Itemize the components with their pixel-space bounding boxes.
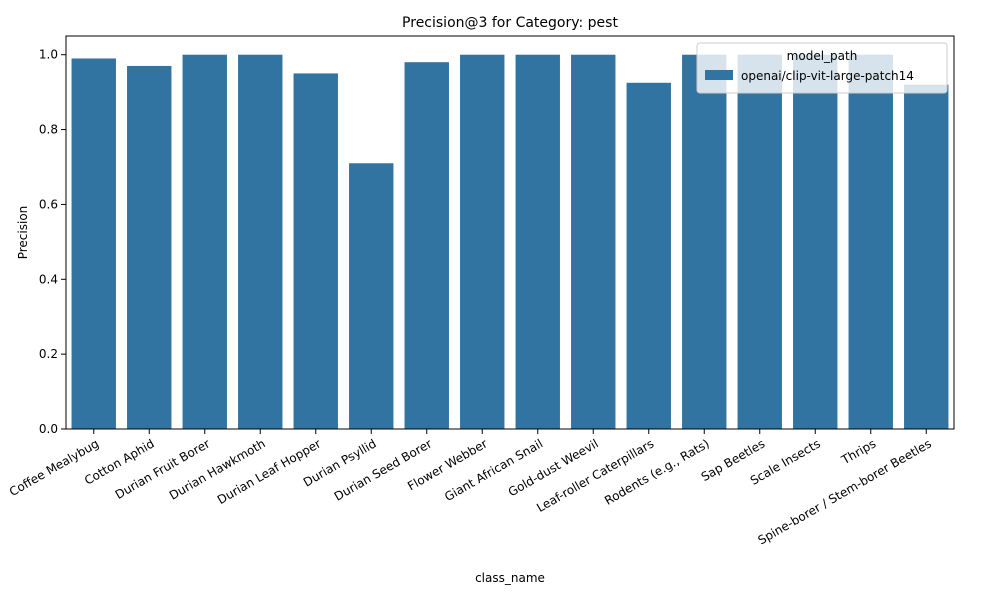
y-axis: 0.0 0.2 0.4 0.6 0.8 1.0: [39, 48, 66, 436]
bar: [793, 54, 838, 429]
bar: [515, 54, 560, 429]
bars-group: [71, 54, 949, 430]
legend-title: model_path: [787, 49, 858, 63]
y-tick-label: 0.4: [39, 272, 58, 286]
bar: [682, 54, 727, 429]
y-tick-label: 0.8: [39, 123, 58, 137]
x-tick-label: Durian Leaf Hopper: [215, 436, 323, 507]
x-tick-label: Coffee Mealybug: [7, 436, 101, 499]
bar: [737, 54, 782, 429]
bar: [71, 58, 116, 429]
y-tick-label: 1.0: [39, 48, 58, 62]
bar: [349, 163, 394, 429]
x-tick-label: Rodents (e.g., Rats): [602, 436, 712, 507]
bar: [904, 84, 949, 430]
x-tick-label: Durian Seed Borer: [332, 436, 435, 503]
x-tick-label: Thrips: [838, 436, 878, 467]
chart-title: Precision@3 for Category: pest: [402, 15, 618, 31]
x-tick-label: Giant African Snail: [442, 436, 545, 504]
bar: [293, 73, 338, 429]
bar: [238, 54, 283, 429]
y-tick-label: 0.0: [39, 422, 58, 436]
bar: [127, 65, 172, 429]
y-tick-label: 0.6: [39, 197, 58, 211]
bar: [848, 54, 893, 429]
y-axis-label: Precision: [16, 206, 30, 260]
y-tick-label: 0.2: [39, 347, 58, 361]
legend: model_path openai/clip-vit-large-patch14: [696, 42, 948, 94]
legend-swatch: [705, 70, 733, 80]
bar: [460, 54, 505, 429]
bar: [571, 54, 616, 429]
plot-frame: [65, 35, 955, 430]
x-axis-label: class_name: [475, 571, 545, 585]
bar: [626, 82, 671, 430]
bar: [182, 54, 227, 429]
bar: [404, 62, 449, 429]
x-tick-label: Durian Fruit Borer: [113, 436, 213, 502]
legend-entry-label: openai/clip-vit-large-patch14: [741, 69, 914, 83]
legend-box: [696, 42, 948, 94]
